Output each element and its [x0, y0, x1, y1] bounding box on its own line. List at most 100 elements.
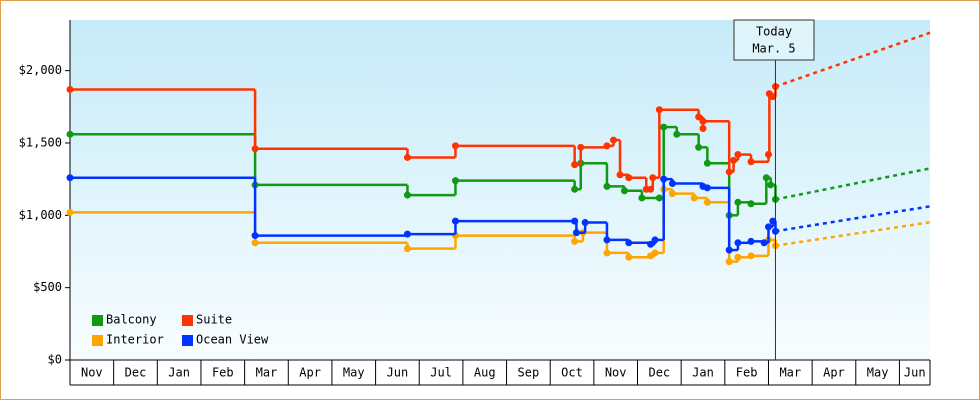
price-point: [699, 125, 707, 133]
price-point: [769, 217, 777, 225]
price-point: [571, 185, 579, 193]
today-box: [733, 19, 815, 61]
price-point: [734, 239, 742, 247]
x-tick-label: Apr: [299, 366, 321, 380]
price-point: [610, 136, 618, 144]
price-point: [703, 159, 711, 167]
price-point: [734, 253, 742, 261]
price-point: [651, 249, 659, 257]
price-point: [403, 230, 411, 238]
price-point: [451, 177, 459, 185]
price-point: [251, 145, 259, 153]
price-point: [451, 217, 459, 225]
price-point: [769, 93, 777, 101]
legend-swatch: [92, 315, 103, 326]
price-point: [649, 174, 657, 182]
x-tick-label: Sep: [518, 366, 540, 380]
projection-line: [775, 205, 931, 233]
legend-label: Ocean View: [196, 333, 269, 347]
price-point: [695, 113, 703, 121]
x-tick-label: Jan: [168, 366, 190, 380]
price-point: [734, 151, 742, 159]
legend-swatch: [182, 335, 193, 346]
price-point: [603, 249, 611, 257]
x-tick-label: Mar: [779, 366, 801, 380]
price-point: [625, 253, 633, 261]
price-point: [668, 190, 676, 198]
legend-swatch: [92, 335, 103, 346]
price-point: [747, 237, 755, 245]
x-tick-label: Oct: [561, 366, 583, 380]
price-point: [620, 187, 628, 195]
price-point: [651, 236, 659, 244]
price-point: [66, 174, 74, 182]
x-tick-label: Jul: [430, 366, 452, 380]
price-point: [699, 117, 707, 125]
today-label: Today: [756, 25, 792, 39]
price-point: [577, 143, 585, 151]
price-point: [572, 229, 580, 237]
price-point: [747, 158, 755, 166]
price-point: [725, 246, 733, 254]
y-tick-label: $0: [48, 353, 62, 367]
legend-label: Balcony: [106, 313, 157, 327]
price-point: [730, 156, 738, 164]
x-tick-label: Aug: [474, 366, 496, 380]
y-tick-label: $1,500: [19, 135, 62, 149]
x-tick-label: Dec: [125, 366, 147, 380]
plot-area: [70, 20, 930, 360]
price-point: [690, 194, 698, 202]
price-point: [603, 236, 611, 244]
price-point: [638, 194, 646, 202]
price-point: [725, 168, 733, 176]
x-tick-label: May: [343, 366, 365, 380]
price-point: [403, 191, 411, 199]
y-tick-label: $1,000: [19, 208, 62, 222]
x-tick-label: Feb: [212, 366, 234, 380]
y-tick-label: $2,000: [19, 63, 62, 77]
today-label: Mar. 5: [752, 42, 795, 56]
price-point: [703, 198, 711, 206]
price-point: [747, 200, 755, 208]
x-tick-label: Jun: [904, 366, 926, 380]
price-point: [451, 142, 459, 150]
price-point: [571, 161, 579, 169]
price-point: [616, 171, 624, 179]
price-point: [655, 194, 663, 202]
x-tick-label: Apr: [823, 366, 845, 380]
x-tick-label: Feb: [736, 366, 758, 380]
price-point: [762, 174, 770, 182]
x-tick-label: Dec: [648, 366, 670, 380]
price-point: [695, 143, 703, 151]
legend-swatch: [182, 315, 193, 326]
price-point: [747, 252, 755, 260]
price-point: [764, 151, 772, 159]
x-tick-label: Nov: [605, 366, 627, 380]
x-tick-label: Mar: [256, 366, 278, 380]
price-point: [725, 258, 733, 266]
projection-line: [775, 221, 931, 247]
y-tick-label: $500: [33, 280, 62, 294]
x-tick-label: May: [867, 366, 889, 380]
price-point: [571, 217, 579, 225]
price-point: [767, 181, 775, 189]
price-point: [660, 123, 668, 131]
x-tick-label: Jan: [692, 366, 714, 380]
legend-label: Interior: [106, 333, 164, 347]
price-point: [581, 219, 589, 227]
price-point: [403, 153, 411, 161]
projection-line: [775, 31, 931, 88]
price-point: [625, 239, 633, 247]
price-point: [603, 142, 611, 150]
price-point: [760, 239, 768, 247]
x-tick-label: Nov: [81, 366, 103, 380]
price-point: [625, 174, 633, 182]
price-point: [66, 208, 74, 216]
price-point: [673, 130, 681, 138]
price-point: [66, 85, 74, 93]
projection-line: [775, 167, 931, 201]
price-point: [703, 184, 711, 192]
price-point: [571, 237, 579, 245]
legend-label: Suite: [196, 313, 232, 327]
